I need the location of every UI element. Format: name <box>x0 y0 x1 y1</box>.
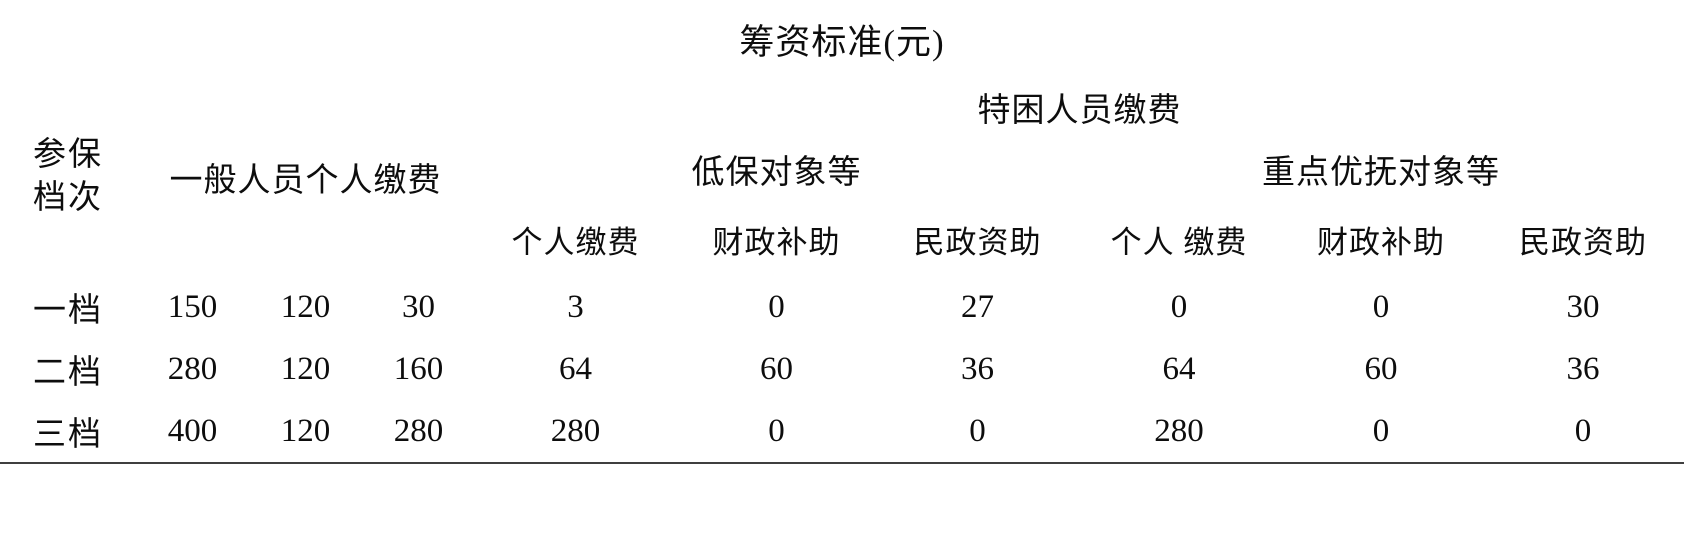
cell-tier1-youfu-fiscal: 0 <box>1372 288 1390 325</box>
stub-header-line-1: 参保 <box>33 137 103 174</box>
cell-tier1-dibao-personal: 3 <box>567 288 584 325</box>
column-header-youfu-fiscal-subsidy: 财政补助 <box>1317 224 1445 260</box>
table-row: 一档 150 120 30 3 0 27 0 0 30 <box>0 276 1684 338</box>
table-row: 二档 280 120 160 64 60 36 64 60 36 <box>0 338 1684 400</box>
cell-tier2-youfu-personal: 64 <box>1162 350 1196 387</box>
cell-tier2-dibao-personal: 64 <box>559 350 592 387</box>
column-header-special-hardship-payment: 特困人员缴费 <box>977 93 1182 129</box>
cell-tier1-youfu-aid: 30 <box>1566 288 1600 325</box>
column-header-subsistence-allowance-group: 低保对象等 <box>691 155 862 191</box>
cell-tier3-youfu-aid: 0 <box>1574 412 1592 449</box>
table-header: 筹资标准(元) 参保 档次 一般人员个人缴费 特困人员缴费 低保对象等 重点优抚… <box>0 0 1684 276</box>
cell-tier1-dibao-aid: 27 <box>961 288 994 325</box>
header-row-group-top: 参保 档次 一般人员个人缴费 特困人员缴费 <box>0 78 1684 216</box>
cell-tier1-dibao-fiscal: 0 <box>768 288 785 325</box>
cell-tier3-dibao-aid: 0 <box>969 412 986 449</box>
cell-tier2-dibao-fiscal: 60 <box>760 350 793 387</box>
cell-tier3-dibao-personal: 280 <box>550 412 601 449</box>
cell-tier3-youfu-fiscal: 0 <box>1372 412 1390 449</box>
cell-tier2-general-personal: 160 <box>393 350 444 387</box>
row-label-tier-3: 三档 <box>33 417 103 453</box>
column-header-dibao-civil-affairs-aid: 民政资助 <box>913 224 1042 260</box>
header-row-subgroups: 低保对象等 重点优抚对象等 <box>0 136 1684 202</box>
cell-tier3-general-total: 400 <box>167 412 218 449</box>
cell-tier1-youfu-personal: 0 <box>1170 288 1188 325</box>
cell-tier3-youfu-personal: 280 <box>1154 412 1204 449</box>
title-row: 筹资标准(元) <box>0 0 1684 78</box>
column-header-dibao-fiscal-subsidy: 财政补助 <box>712 224 841 260</box>
column-header-dibao-personal-payment: 个人缴费 <box>511 224 640 260</box>
cell-tier3-general-fiscal: 120 <box>280 412 331 449</box>
header-row-leaf: 个人缴费 财政补助 民政资助 个人 缴费 财政补助 民政资助 <box>0 202 1684 276</box>
cell-tier3-dibao-fiscal: 0 <box>768 412 785 449</box>
cell-tier2-general-fiscal: 120 <box>280 350 331 387</box>
table-body: 一档 150 120 30 3 0 27 0 0 30 二档 280 120 1… <box>0 276 1684 463</box>
financing-standard-table: 筹资标准(元) 参保 档次 一般人员个人缴费 特困人员缴费 低保对象等 重点优抚… <box>0 0 1684 463</box>
cell-tier2-youfu-aid: 36 <box>1566 350 1600 387</box>
column-header-youfu-personal-payment: 个人 缴费 <box>1110 224 1248 260</box>
cell-tier2-youfu-fiscal: 60 <box>1364 350 1398 387</box>
column-header-general-personal-payment: 一般人员个人缴费 <box>169 163 442 199</box>
row-label-tier-2: 二档 <box>33 355 103 391</box>
table-row: 三档 400 120 280 280 0 0 280 0 0 <box>0 400 1684 463</box>
cell-tier1-general-fiscal: 120 <box>280 288 331 325</box>
row-label-tier-1: 一档 <box>33 293 103 329</box>
cell-tier2-general-total: 280 <box>167 350 218 387</box>
cell-tier3-general-personal: 280 <box>393 412 444 449</box>
table-title: 筹资标准(元) <box>739 22 945 62</box>
column-header-youfu-civil-affairs-aid: 民政资助 <box>1519 224 1647 260</box>
cell-tier1-general-total: 150 <box>167 288 218 325</box>
stub-header-participation-tier: 参保 档次 <box>0 78 136 276</box>
stub-header-line-2: 档次 <box>33 180 103 216</box>
cell-tier2-dibao-aid: 36 <box>961 350 994 387</box>
cell-tier1-general-personal: 30 <box>402 288 435 325</box>
column-header-key-preferential-care-group: 重点优抚对象等 <box>1262 155 1500 191</box>
